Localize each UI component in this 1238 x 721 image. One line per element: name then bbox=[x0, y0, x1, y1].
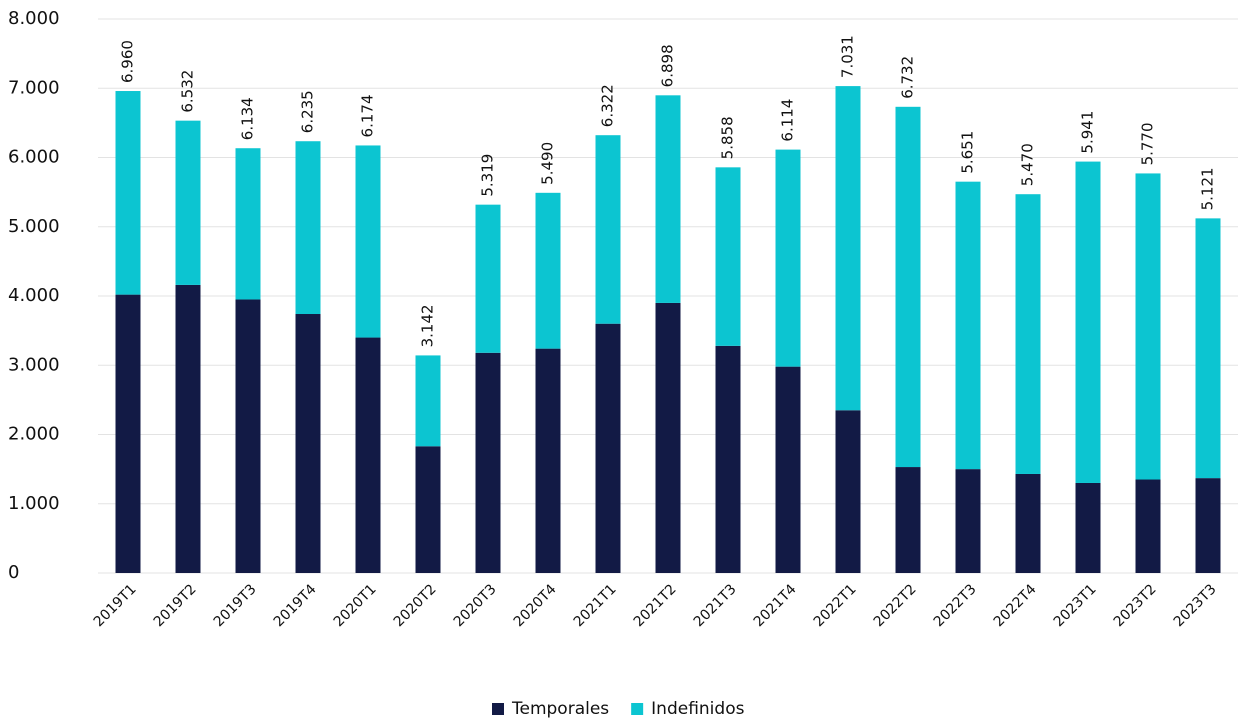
total-label: 3.142 bbox=[419, 304, 437, 347]
bar-segment bbox=[1195, 218, 1221, 479]
total-label: 5.858 bbox=[719, 116, 737, 159]
total-label: 5.941 bbox=[1079, 111, 1097, 154]
total-label: 7.031 bbox=[839, 35, 857, 78]
bar-segment bbox=[1075, 161, 1101, 483]
x-tick-label: 2020T3 bbox=[451, 581, 500, 630]
total-label: 5.121 bbox=[1199, 167, 1217, 210]
x-tick-label: 2023T1 bbox=[1051, 581, 1100, 630]
x-tick-label: 2019T4 bbox=[271, 581, 320, 630]
bar-segment bbox=[175, 120, 201, 285]
total-label: 6.532 bbox=[179, 70, 197, 113]
total-label: 5.470 bbox=[1019, 143, 1037, 186]
x-tick-label: 2023T3 bbox=[1171, 581, 1220, 630]
total-label: 6.114 bbox=[779, 99, 797, 142]
total-label: 6.174 bbox=[359, 94, 377, 137]
bar-segment bbox=[415, 446, 441, 573]
bar-segment bbox=[775, 366, 801, 573]
x-tick-label: 2022T3 bbox=[931, 581, 980, 630]
y-tick-label: 4.000 bbox=[8, 285, 60, 306]
legend-swatch bbox=[492, 703, 504, 715]
total-label: 6.235 bbox=[299, 90, 317, 133]
total-label: 5.319 bbox=[479, 154, 497, 197]
bar-segment bbox=[415, 355, 441, 447]
x-tick-label: 2021T3 bbox=[691, 581, 740, 630]
bar-segment bbox=[235, 148, 261, 300]
bar-segment bbox=[175, 284, 201, 573]
bar-segment bbox=[595, 135, 621, 324]
bar-segment bbox=[1015, 473, 1041, 573]
bar-segment bbox=[295, 314, 321, 573]
legend-label: Indefinidos bbox=[651, 699, 744, 719]
bar-segment bbox=[475, 352, 501, 573]
x-tick-label: 2022T4 bbox=[991, 581, 1040, 630]
bar-segment bbox=[235, 299, 261, 573]
x-tick-label: 2021T1 bbox=[571, 581, 620, 630]
bar-segment bbox=[835, 410, 861, 573]
bar-segment bbox=[1075, 482, 1101, 573]
x-tick-label: 2019T3 bbox=[211, 581, 260, 630]
x-tick-label: 2020T2 bbox=[391, 581, 440, 630]
y-tick-label: 3.000 bbox=[8, 354, 60, 375]
bar-segment bbox=[355, 337, 381, 573]
bar-segment bbox=[535, 348, 561, 573]
total-label: 5.490 bbox=[539, 142, 557, 185]
y-tick-label: 0 bbox=[8, 562, 19, 583]
y-tick-label: 2.000 bbox=[8, 424, 60, 445]
x-tick-label: 2020T4 bbox=[511, 581, 560, 630]
bar-segment bbox=[295, 141, 321, 315]
bar-segment bbox=[115, 91, 141, 295]
bar-segment bbox=[355, 145, 381, 338]
bar-segment bbox=[535, 192, 561, 349]
x-tick-label: 2020T1 bbox=[331, 581, 380, 630]
bar-segment bbox=[955, 181, 981, 470]
bar-segment bbox=[955, 469, 981, 573]
bar-segment bbox=[595, 323, 621, 573]
x-tick-label: 2023T2 bbox=[1111, 581, 1160, 630]
bar-segment bbox=[1015, 194, 1041, 474]
total-label: 5.770 bbox=[1139, 122, 1157, 165]
total-label: 6.732 bbox=[899, 56, 917, 99]
x-tick-label: 2021T4 bbox=[751, 581, 800, 630]
bar-segment bbox=[835, 86, 861, 411]
bar-segment bbox=[1195, 478, 1221, 573]
x-tick-label: 2022T1 bbox=[811, 581, 860, 630]
total-label: 6.898 bbox=[659, 44, 677, 87]
bar-segment bbox=[655, 95, 681, 303]
legend-swatch bbox=[631, 703, 644, 715]
bar-segment bbox=[775, 149, 801, 367]
y-tick-label: 1.000 bbox=[8, 493, 60, 514]
legend-label: Temporales bbox=[511, 699, 609, 719]
bar-segment bbox=[655, 302, 681, 573]
bar-segment bbox=[1135, 479, 1161, 573]
x-tick-label: 2021T2 bbox=[631, 581, 680, 630]
bar-segment bbox=[1135, 173, 1161, 480]
bar-segment bbox=[115, 294, 141, 573]
bar-segment bbox=[715, 167, 741, 346]
y-tick-label: 7.000 bbox=[8, 77, 60, 98]
y-tick-label: 8.000 bbox=[8, 8, 60, 29]
y-tick-label: 6.000 bbox=[8, 147, 60, 168]
x-tick-label: 2019T2 bbox=[151, 581, 200, 630]
total-label: 5.651 bbox=[959, 131, 977, 174]
total-label: 6.960 bbox=[119, 40, 137, 83]
bar-segment bbox=[895, 106, 921, 468]
bar-segment bbox=[895, 467, 921, 573]
y-tick-label: 5.000 bbox=[8, 216, 60, 237]
bar-segment bbox=[715, 345, 741, 573]
bar-segment bbox=[475, 204, 501, 353]
x-tick-label: 2019T1 bbox=[91, 581, 140, 630]
x-tick-label: 2022T2 bbox=[871, 581, 920, 630]
total-label: 6.134 bbox=[239, 97, 257, 140]
total-label: 6.322 bbox=[599, 84, 617, 127]
